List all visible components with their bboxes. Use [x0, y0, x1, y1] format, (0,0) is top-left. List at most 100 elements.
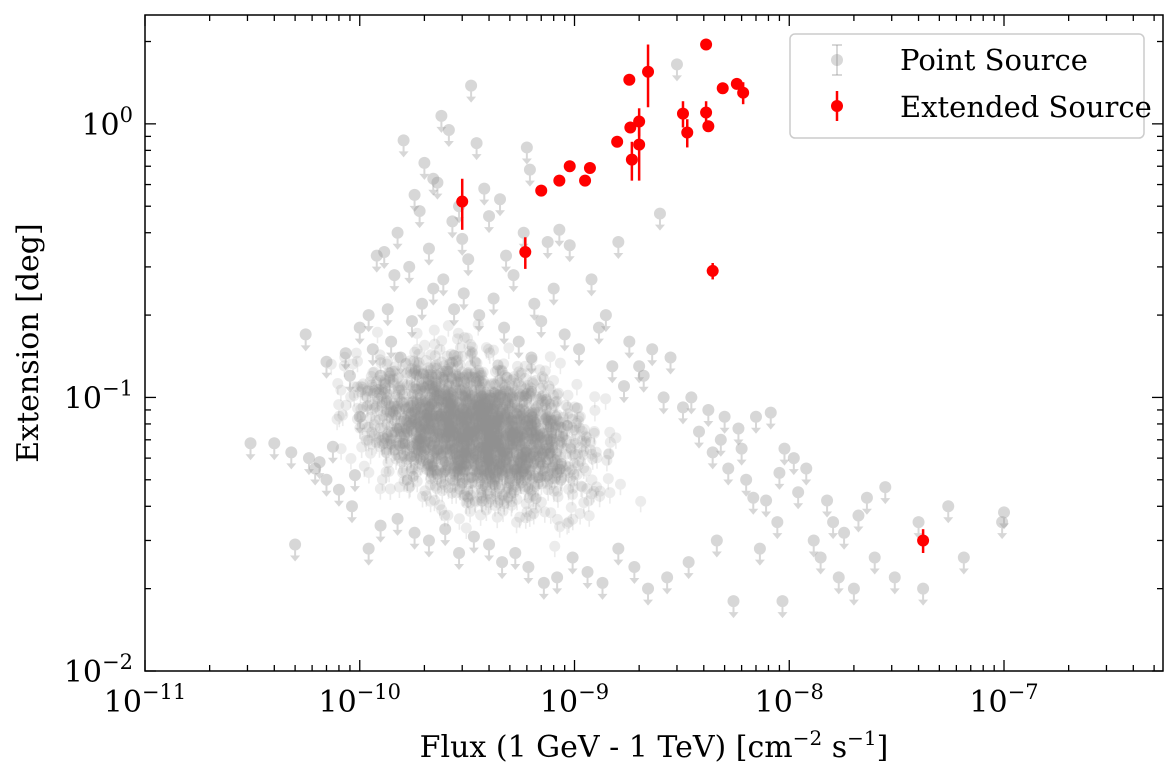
point-source-marker — [488, 378, 500, 395]
point-source-marker — [998, 506, 1011, 530]
point-source-marker — [467, 530, 480, 554]
point-source-marker — [778, 442, 791, 466]
point-source-marker — [453, 546, 466, 570]
point-source-marker — [682, 556, 695, 580]
point-source-marker — [653, 207, 666, 231]
point-source-marker — [370, 249, 383, 273]
point-source-marker — [410, 402, 422, 420]
point-source-marker — [585, 273, 598, 297]
point-source-marker — [504, 415, 516, 432]
point-source-marker — [511, 435, 523, 453]
point-source-marker — [478, 182, 491, 206]
point-source-marker — [792, 486, 805, 510]
point-source-marker — [320, 355, 333, 379]
y-axis-label: Extension [deg] — [11, 223, 46, 462]
point-source-marker — [391, 512, 404, 536]
point-source-marker — [371, 395, 383, 412]
point-source-marker — [448, 303, 461, 327]
extended-source-marker — [716, 82, 729, 95]
point-source-marker — [378, 246, 391, 270]
extended-source-marker — [702, 120, 715, 133]
point-source-marker — [512, 436, 524, 453]
point-source-marker — [457, 287, 470, 311]
point-source-marker — [391, 226, 404, 250]
point-source-marker — [408, 526, 421, 550]
point-source-marker — [596, 576, 609, 600]
point-source-marker — [541, 404, 553, 421]
point-source-marker — [519, 372, 531, 390]
point-source-marker — [400, 402, 412, 420]
point-source-marker — [416, 297, 429, 321]
extended-source-marker — [535, 184, 548, 197]
point-source-marker — [957, 551, 970, 575]
point-source-marker — [374, 519, 387, 543]
point-source-marker — [417, 411, 429, 428]
point-source-marker — [484, 402, 496, 420]
point-source-marker — [996, 516, 1009, 540]
point-source-marker — [735, 442, 748, 466]
point-source-marker — [422, 458, 434, 476]
extended-source-marker — [700, 38, 713, 51]
point-source-marker — [403, 260, 416, 284]
point-source-marker — [740, 473, 753, 497]
point-source-marker — [483, 538, 496, 562]
point-source-marker — [807, 534, 820, 558]
point-source-marker — [405, 315, 418, 339]
point-source-marker — [535, 315, 548, 339]
point-source-marker — [868, 551, 881, 575]
point-source-marker — [573, 343, 586, 367]
point-source-marker — [453, 442, 465, 460]
point-source-marker — [362, 542, 375, 566]
point-source-marker — [302, 452, 315, 476]
point-source-marker — [670, 58, 683, 82]
point-source-marker — [676, 401, 689, 425]
point-source-marker — [693, 425, 706, 449]
point-source-marker — [771, 516, 784, 540]
extended-source-marker — [611, 135, 624, 148]
point-source-marker — [827, 516, 840, 540]
extended-source-marker — [623, 73, 636, 86]
point-source-marker — [558, 328, 571, 352]
point-source-marker — [395, 422, 407, 440]
point-source-marker — [599, 309, 612, 333]
point-source-marker — [496, 556, 509, 580]
point-source-marker — [515, 420, 527, 437]
point-source-marker — [520, 141, 533, 165]
point-source-marker — [732, 422, 745, 446]
point-source-marker — [747, 491, 760, 515]
point-source-marker — [606, 360, 619, 384]
point-source-marker — [348, 469, 361, 493]
point-source-marker — [268, 437, 281, 461]
point-source-marker — [408, 188, 421, 212]
point-source-marker — [581, 566, 594, 590]
point-source-marker — [431, 483, 443, 500]
point-source-marker — [470, 422, 482, 440]
point-source-marker — [504, 477, 516, 494]
point-source-marker — [493, 458, 505, 475]
point-source-marker — [637, 369, 650, 393]
point-source-marker — [456, 232, 469, 256]
point-source-marker — [418, 156, 431, 180]
point-source-marker — [537, 576, 550, 600]
point-source-marker — [424, 411, 436, 428]
legend: Point Source Extended Source — [789, 33, 1152, 139]
point-source-marker — [285, 446, 298, 470]
point-source-marker — [642, 582, 655, 606]
point-source-marker — [483, 210, 496, 234]
point-source-marker — [536, 435, 548, 452]
point-source-marker — [706, 446, 719, 470]
point-source-marker — [528, 297, 541, 321]
point-source-cloud — [325, 319, 647, 558]
point-source-marker — [551, 571, 564, 595]
legend-label-extended-source: Extended Source — [900, 90, 1152, 124]
point-source-marker — [664, 351, 677, 375]
point-source-marker — [509, 546, 522, 570]
point-source-marker — [465, 406, 477, 424]
point-source-marker — [821, 494, 834, 518]
point-source-marker — [532, 438, 544, 455]
point-source-marker — [498, 321, 511, 345]
point-source-marker — [661, 571, 674, 595]
point-source-marker — [685, 391, 698, 415]
point-source-marker — [787, 452, 800, 476]
point-source-marker — [563, 516, 575, 534]
